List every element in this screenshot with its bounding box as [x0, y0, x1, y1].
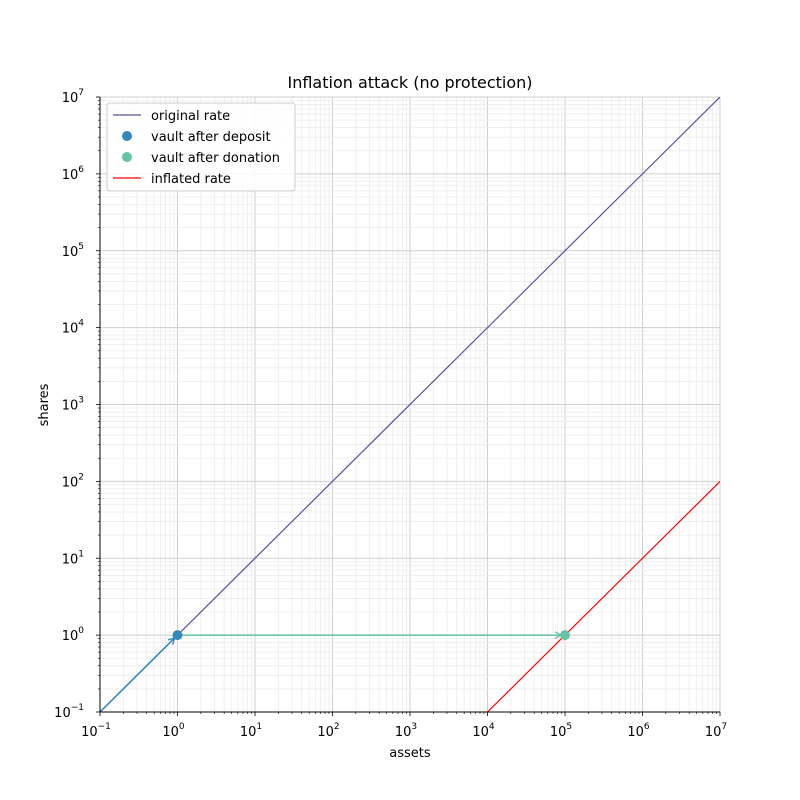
y-tick-label: 106	[62, 165, 85, 183]
legend-dot-marker	[122, 131, 132, 141]
y-tick-label: 105	[62, 242, 84, 260]
legend-label: vault after deposit	[151, 130, 271, 145]
x-tick-label: 105	[550, 722, 572, 740]
x-tick-label: 10−1	[81, 722, 111, 740]
y-tick-label: 102	[62, 472, 84, 490]
legend-dot-marker	[122, 152, 132, 162]
x-tick-label: 100	[162, 722, 185, 740]
y-tick-label: 101	[62, 549, 84, 567]
x-axis-label: assets	[389, 746, 431, 761]
x-tick-label: 102	[317, 722, 339, 740]
chart-title: Inflation attack (no protection)	[287, 73, 532, 92]
legend: original rate vault after deposit vault af…	[106, 102, 296, 192]
y-tick-label: 100	[62, 626, 85, 644]
series-line-original-rate	[100, 97, 720, 712]
data-point-vault-after-deposit	[172, 630, 183, 641]
y-tick-label: 107	[62, 88, 84, 106]
x-tick-label: 107	[705, 722, 727, 740]
x-tick-label: 106	[627, 722, 650, 740]
legend-label: original rate	[151, 109, 230, 124]
grid	[99, 96, 721, 713]
x-tick-label: 104	[472, 722, 495, 740]
legend-label: vault after donation	[151, 151, 280, 166]
y-axis-label: shares	[37, 383, 52, 426]
data-point-vault-after-donation	[560, 630, 570, 641]
marks	[100, 97, 720, 712]
arrow-line	[100, 637, 176, 712]
y-tick-label: 10−1	[54, 703, 84, 721]
series-line-inflated-rate	[487, 480, 720, 712]
y-tick-label: 104	[62, 319, 85, 337]
x-tick-label: 103	[395, 722, 417, 740]
legend-label: inflated rate	[151, 172, 231, 187]
y-tick-label: 103	[62, 396, 84, 414]
x-tick-label: 101	[240, 722, 262, 740]
